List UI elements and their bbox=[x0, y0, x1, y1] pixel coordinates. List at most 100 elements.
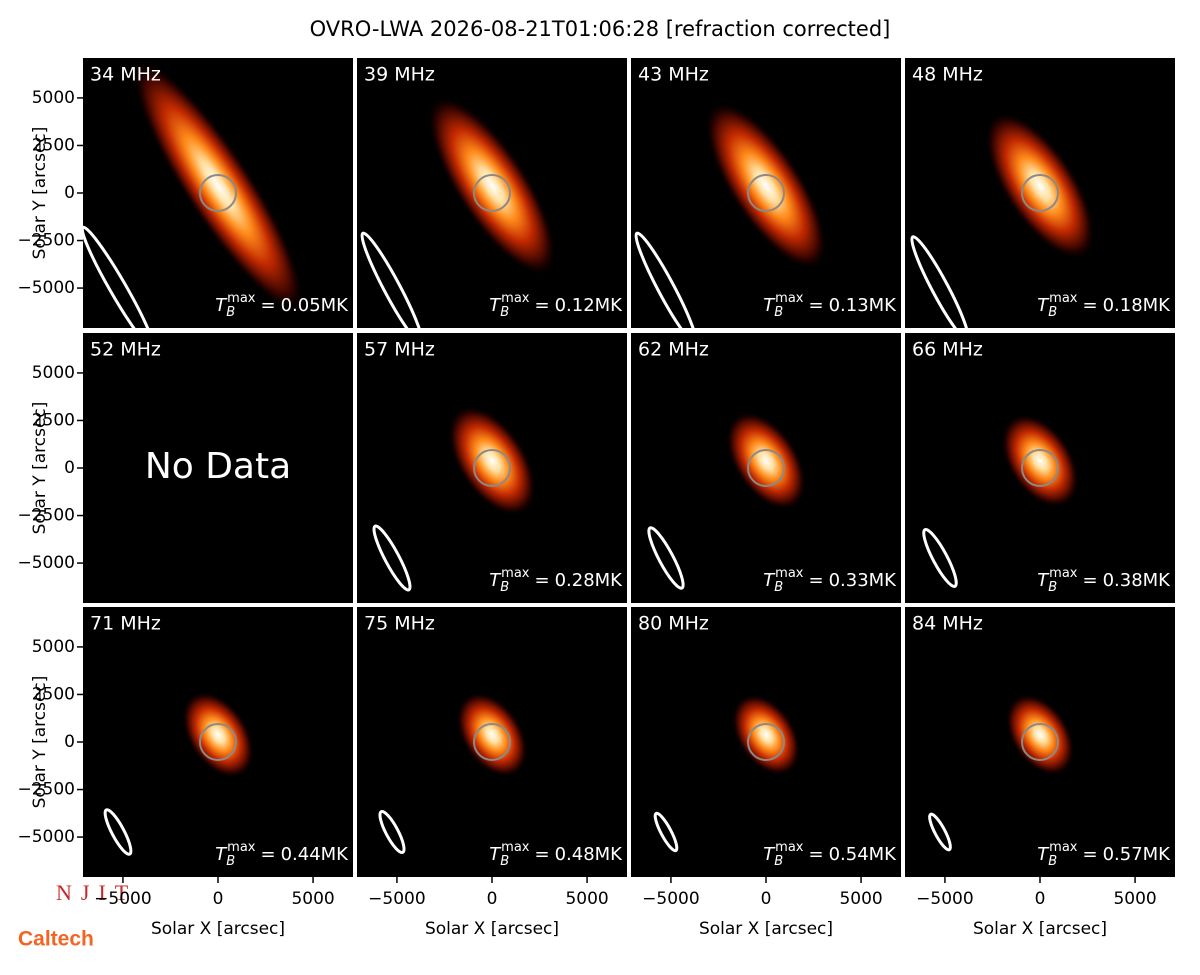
logo: NJIT bbox=[56, 880, 137, 905]
tb-max-label: TBmax = 0.12MK bbox=[489, 291, 623, 320]
tb-eq: = bbox=[808, 295, 823, 316]
y-tick-label: −2500 bbox=[17, 780, 75, 800]
panel bbox=[653, 693, 801, 853]
frequency-label: 84 MHz bbox=[912, 613, 983, 635]
tb-sup: max bbox=[501, 566, 530, 581]
tb-value: 0.13MK bbox=[829, 295, 898, 316]
y-tick-label: −5000 bbox=[17, 278, 75, 298]
y-tick-label: −5000 bbox=[17, 827, 75, 847]
panel bbox=[910, 111, 1096, 328]
x-axis-label: Solar X [arcsec] bbox=[973, 919, 1107, 939]
beam bbox=[928, 812, 952, 852]
tb-symbol: T bbox=[489, 295, 502, 316]
tb-eq: = bbox=[534, 570, 549, 591]
x-tick-label: −5000 bbox=[916, 889, 974, 909]
tb-eq: = bbox=[534, 844, 549, 865]
y-tick-label: 2500 bbox=[32, 135, 75, 155]
emission bbox=[131, 58, 305, 313]
tb-eq: = bbox=[1082, 844, 1097, 865]
tb-sup: max bbox=[1049, 291, 1078, 306]
frequency-label: 39 MHz bbox=[364, 64, 435, 86]
tb-value: 0.05MK bbox=[281, 295, 350, 316]
emission bbox=[731, 693, 801, 776]
emission bbox=[1005, 693, 1075, 776]
panel bbox=[83, 58, 305, 328]
panel bbox=[360, 95, 557, 328]
y-tick-label: −5000 bbox=[17, 553, 75, 573]
beam bbox=[103, 808, 133, 856]
panel bbox=[378, 692, 528, 855]
x-tick-label: −5000 bbox=[642, 889, 700, 909]
tb-sup: max bbox=[775, 291, 804, 306]
tb-eq: = bbox=[808, 844, 823, 865]
solar-disk bbox=[747, 174, 785, 212]
panel bbox=[372, 405, 537, 592]
beam bbox=[378, 809, 406, 855]
tb-symbol: T bbox=[489, 570, 502, 591]
frequency-label: 66 MHz bbox=[912, 339, 983, 361]
tb-sub: B bbox=[500, 305, 509, 320]
y-tick-label: 5000 bbox=[32, 637, 75, 657]
tb-sub: B bbox=[774, 854, 783, 869]
frequency-label: 48 MHz bbox=[912, 64, 983, 86]
y-tick-label: 5000 bbox=[32, 88, 75, 108]
x-tick-label: 0 bbox=[761, 889, 772, 909]
beam bbox=[922, 528, 958, 588]
x-tick-label: 5000 bbox=[1113, 889, 1156, 909]
panel bbox=[928, 693, 1075, 852]
tb-sub: B bbox=[1048, 854, 1057, 869]
tb-max-label: TBmax = 0.18MK bbox=[1037, 291, 1171, 320]
panel-bg bbox=[83, 333, 353, 603]
emission bbox=[1001, 413, 1080, 508]
beam bbox=[360, 231, 424, 328]
tb-value: 0.57MK bbox=[1103, 844, 1172, 865]
tb-symbol: T bbox=[489, 844, 502, 865]
emission bbox=[725, 411, 807, 511]
frequency-label: 62 MHz bbox=[638, 339, 709, 361]
tb-eq: = bbox=[260, 295, 275, 316]
x-tick-label: 0 bbox=[487, 889, 498, 909]
panel bbox=[647, 411, 807, 590]
solar-disk bbox=[747, 723, 785, 761]
tb-sup: max bbox=[227, 840, 256, 855]
tb-symbol: T bbox=[215, 295, 228, 316]
beam bbox=[653, 811, 679, 853]
y-tick-label: 2500 bbox=[32, 684, 75, 704]
tb-value: 0.54MK bbox=[829, 844, 898, 865]
tb-value: 0.33MK bbox=[829, 570, 898, 591]
y-tick-label: 0 bbox=[64, 732, 75, 752]
beam bbox=[910, 235, 970, 328]
tb-eq: = bbox=[808, 570, 823, 591]
tb-sup: max bbox=[775, 840, 804, 855]
beam bbox=[372, 524, 412, 592]
tb-sub: B bbox=[1048, 580, 1057, 595]
x-tick-label: −5000 bbox=[368, 889, 426, 909]
tb-symbol: T bbox=[763, 570, 776, 591]
tb-value: 0.48MK bbox=[555, 844, 624, 865]
solar-disk bbox=[473, 174, 511, 212]
emission bbox=[704, 101, 828, 271]
solar-disk bbox=[199, 174, 237, 212]
tb-sub: B bbox=[500, 580, 509, 595]
x-axis-label: Solar X [arcsec] bbox=[425, 919, 559, 939]
tb-max-label: TBmax = 0.44MK bbox=[215, 840, 349, 869]
tb-sup: max bbox=[501, 291, 530, 306]
tb-value: 0.18MK bbox=[1103, 295, 1172, 316]
y-tick-label: −2500 bbox=[17, 506, 75, 526]
tb-symbol: T bbox=[763, 295, 776, 316]
y-tick-label: 0 bbox=[64, 183, 75, 203]
chart-title: OVRO-LWA 2026-08-21T01:06:28 [refraction… bbox=[310, 17, 891, 41]
tb-max-label: TBmax = 0.05MK bbox=[215, 291, 349, 320]
beam bbox=[647, 526, 685, 590]
tb-max-label: TBmax = 0.33MK bbox=[763, 566, 897, 595]
tb-symbol: T bbox=[1037, 570, 1050, 591]
solar-disk bbox=[1021, 723, 1059, 761]
frequency-label: 57 MHz bbox=[364, 339, 435, 361]
solar-disk bbox=[199, 723, 237, 761]
tb-eq: = bbox=[1082, 570, 1097, 591]
panel bbox=[103, 691, 255, 856]
frequency-label: 34 MHz bbox=[90, 64, 161, 86]
y-tick-label: 0 bbox=[64, 458, 75, 478]
tb-sup: max bbox=[775, 566, 804, 581]
tb-sub: B bbox=[774, 580, 783, 595]
